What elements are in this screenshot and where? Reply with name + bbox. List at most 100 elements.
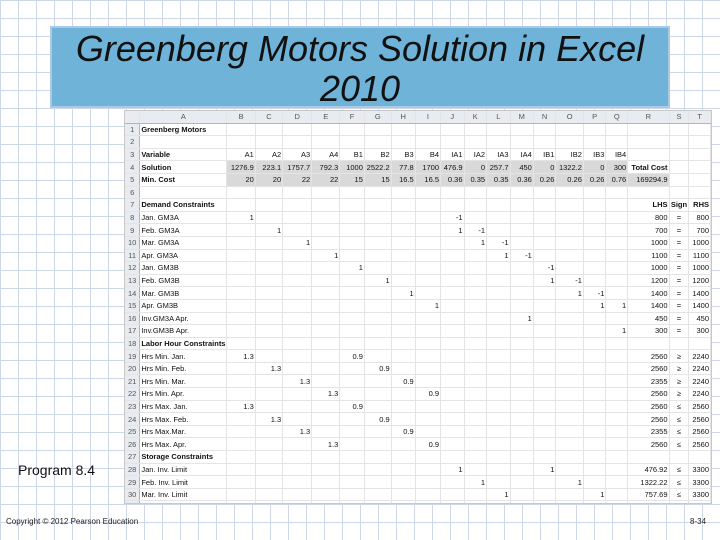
cell[interactable]: 1: [555, 286, 584, 300]
cell[interactable]: [533, 337, 557, 351]
cell[interactable]: 757.69: [627, 488, 670, 502]
cell[interactable]: [555, 186, 584, 200]
cell[interactable]: =: [669, 274, 690, 288]
cell[interactable]: 750: [627, 500, 670, 503]
cell[interactable]: [226, 324, 256, 338]
cell[interactable]: 2560: [627, 387, 670, 401]
cell[interactable]: [669, 173, 690, 187]
cell[interactable]: [510, 186, 534, 200]
cell[interactable]: [464, 400, 488, 414]
cell[interactable]: 1: [583, 299, 607, 313]
cell[interactable]: Hrs Max. Feb.: [139, 412, 228, 426]
cell[interactable]: [555, 387, 584, 401]
cell[interactable]: [391, 450, 416, 464]
row-header[interactable]: 30: [125, 488, 141, 502]
cell[interactable]: [391, 475, 416, 489]
cell[interactable]: [226, 488, 256, 502]
cell[interactable]: [311, 425, 341, 439]
cell[interactable]: [339, 135, 365, 149]
cell[interactable]: [255, 299, 284, 313]
cell[interactable]: [555, 437, 584, 452]
cell[interactable]: 300: [688, 324, 711, 338]
cell[interactable]: [464, 274, 488, 288]
cell[interactable]: [364, 437, 392, 452]
cell[interactable]: [440, 198, 465, 212]
cell[interactable]: [415, 400, 442, 414]
cell[interactable]: [533, 324, 557, 338]
cell[interactable]: [510, 286, 534, 300]
cell[interactable]: [486, 312, 511, 326]
cell[interactable]: Hrs Max. Jan.: [139, 400, 228, 414]
cell[interactable]: [440, 400, 465, 414]
cell[interactable]: [226, 186, 256, 200]
cell[interactable]: [605, 186, 629, 200]
cell[interactable]: [440, 488, 465, 502]
cell[interactable]: [605, 362, 629, 376]
cell[interactable]: 3300: [688, 488, 711, 502]
cell[interactable]: [440, 274, 465, 288]
cell[interactable]: 1000: [339, 160, 365, 174]
cell[interactable]: -1: [533, 261, 557, 275]
cell[interactable]: [339, 286, 365, 300]
cell[interactable]: [415, 236, 442, 250]
cell[interactable]: Apr. Inv. Limit: [139, 500, 228, 503]
cell[interactable]: [583, 400, 607, 414]
row-header[interactable]: 25: [125, 425, 141, 439]
cell[interactable]: [391, 412, 416, 426]
cell[interactable]: 1400: [688, 286, 711, 300]
cell[interactable]: [605, 198, 629, 212]
cell[interactable]: ≤: [669, 412, 690, 426]
cell[interactable]: 20: [226, 173, 256, 187]
cell[interactable]: [364, 236, 392, 250]
cell[interactable]: [555, 135, 584, 149]
cell[interactable]: 16.5: [391, 173, 416, 187]
cell[interactable]: =: [669, 236, 690, 250]
cell[interactable]: [311, 299, 341, 313]
column-header-n[interactable]: N: [533, 111, 557, 124]
cell[interactable]: [226, 299, 256, 313]
cell[interactable]: [391, 299, 416, 313]
cell[interactable]: [533, 400, 557, 414]
cell[interactable]: [486, 425, 511, 439]
cell[interactable]: 1.3: [255, 412, 284, 426]
cell[interactable]: Inv.GM3B Apr.: [139, 324, 228, 338]
cell[interactable]: [669, 148, 690, 162]
cell[interactable]: [440, 135, 465, 149]
cell[interactable]: Sign: [669, 198, 690, 212]
cell[interactable]: ≤: [669, 400, 690, 414]
cell[interactable]: [282, 211, 313, 225]
cell[interactable]: [139, 186, 228, 200]
cell[interactable]: [464, 249, 488, 263]
cell[interactable]: [583, 135, 607, 149]
cell[interactable]: [510, 123, 534, 137]
cell[interactable]: [555, 236, 584, 250]
cell[interactable]: [282, 299, 313, 313]
cell[interactable]: 2355: [627, 425, 670, 439]
cell[interactable]: 1200: [688, 274, 711, 288]
cell[interactable]: 0.9: [415, 437, 442, 452]
cell[interactable]: [510, 387, 534, 401]
column-header-i[interactable]: I: [415, 111, 442, 124]
row-header[interactable]: 4: [125, 160, 141, 174]
cell[interactable]: [415, 123, 442, 137]
cell[interactable]: [311, 450, 341, 464]
cell[interactable]: [533, 488, 557, 502]
cell[interactable]: [339, 236, 365, 250]
cell[interactable]: [339, 299, 365, 313]
cell[interactable]: [555, 412, 584, 426]
cell[interactable]: [391, 274, 416, 288]
column-header-l[interactable]: L: [486, 111, 511, 124]
cell[interactable]: A4: [311, 148, 341, 162]
cell[interactable]: ≤: [669, 463, 690, 477]
cell[interactable]: [226, 500, 256, 503]
cell[interactable]: [339, 249, 365, 263]
cell[interactable]: [510, 135, 534, 149]
cell[interactable]: [311, 349, 341, 363]
cell[interactable]: [282, 412, 313, 426]
cell[interactable]: [139, 135, 228, 149]
cell[interactable]: [605, 475, 629, 489]
cell[interactable]: [226, 236, 256, 250]
cell[interactable]: [391, 362, 416, 376]
cell[interactable]: [464, 198, 488, 212]
cell[interactable]: [415, 374, 442, 389]
